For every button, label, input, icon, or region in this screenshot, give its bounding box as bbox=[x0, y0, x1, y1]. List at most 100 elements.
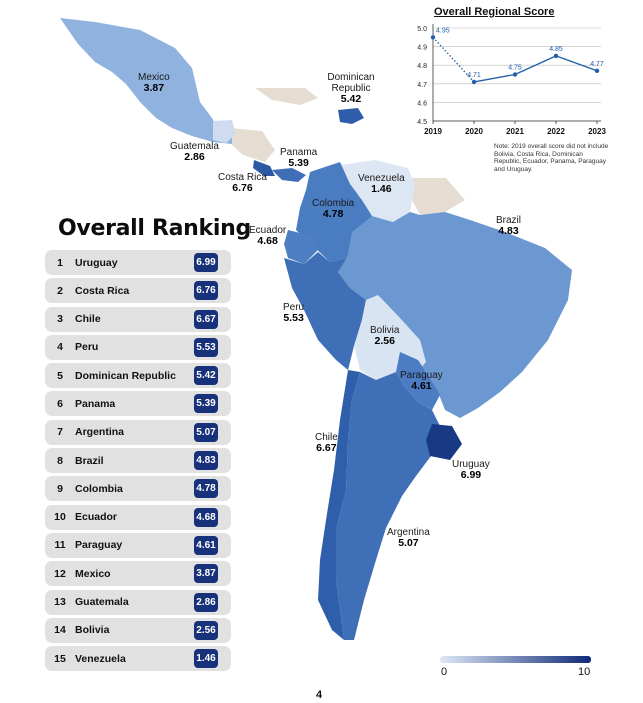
label-colombia: Colombia 4.78 bbox=[312, 198, 355, 220]
rank-number: 13 bbox=[54, 596, 66, 609]
ranking-row: 12 Mexico 3.87 bbox=[45, 561, 231, 587]
data-label: 4.77 bbox=[590, 61, 604, 68]
series-line-segment bbox=[473, 73, 516, 83]
x-tick-label: 2019 bbox=[424, 127, 442, 136]
rank-score-badge: 6.76 bbox=[194, 281, 218, 301]
rank-score-badge: 5.53 bbox=[194, 337, 218, 357]
rank-number: 6 bbox=[57, 397, 63, 410]
rank-country: Chile bbox=[75, 313, 101, 326]
ranking-row: 15 Venezuela 1.46 bbox=[45, 646, 231, 672]
data-label: 4.85 bbox=[549, 46, 563, 53]
label-bolivia: Bolivia 2.56 bbox=[370, 325, 400, 347]
ranking-row: 6 Panama 5.39 bbox=[45, 391, 231, 417]
data-label: 4.95 bbox=[436, 27, 450, 34]
label-venezuela: Venezuela 1.46 bbox=[358, 173, 405, 195]
rank-country: Peru bbox=[75, 341, 99, 354]
rank-country: Bolivia bbox=[75, 624, 110, 637]
rank-number: 3 bbox=[57, 313, 63, 326]
x-tick-label: 2020 bbox=[465, 127, 483, 136]
rank-country: Panama bbox=[75, 397, 116, 410]
rank-country: Mexico bbox=[75, 567, 111, 580]
x-tick-label: 2021 bbox=[506, 127, 524, 136]
region-grey-guianas bbox=[408, 178, 465, 215]
map-venezuela bbox=[340, 160, 415, 222]
rank-score-badge: 4.83 bbox=[194, 451, 218, 471]
rank-number: 14 bbox=[54, 624, 66, 637]
rank-score-badge: 3.87 bbox=[194, 564, 218, 584]
chart-title: Overall Regional Score bbox=[434, 6, 555, 18]
ranking-row: 10 Ecuador 4.68 bbox=[45, 504, 231, 530]
legend-min-label: 0 bbox=[441, 666, 448, 678]
ranking-row: 4 Peru 5.53 bbox=[45, 334, 231, 360]
rank-score-badge: 5.39 bbox=[194, 394, 218, 414]
series-line-segment bbox=[514, 55, 557, 76]
label-paraguay: Paraguay 4.61 bbox=[400, 370, 443, 392]
label-mexico: Mexico 3.87 bbox=[138, 72, 170, 94]
map-uruguay bbox=[426, 424, 462, 460]
y-tick-label: 5.0 bbox=[417, 26, 427, 33]
rank-country: Argentina bbox=[75, 426, 125, 439]
ranking-row: 11 Paraguay 4.61 bbox=[45, 532, 231, 558]
data-point bbox=[471, 79, 477, 85]
ranking-list: 1 Uruguay 6.99 2 Costa Rica 6.76 3 Chile 6.67 4 Pe… bbox=[45, 250, 231, 674]
series-line-segment bbox=[555, 55, 598, 72]
rank-country: Costa Rica bbox=[75, 284, 130, 297]
ranking-row: 2 Costa Rica 6.76 bbox=[45, 278, 231, 304]
map-costa-rica bbox=[253, 160, 275, 176]
rank-score-badge: 4.78 bbox=[194, 479, 218, 499]
map-paraguay bbox=[396, 352, 440, 410]
x-tick-label: 2022 bbox=[547, 127, 565, 136]
rank-score-badge: 5.42 bbox=[194, 366, 218, 386]
ranking-row: 9 Colombia 4.78 bbox=[45, 476, 231, 502]
rank-country: Paraguay bbox=[75, 539, 123, 552]
legend-max-label: 10 bbox=[578, 666, 591, 678]
label-ecuador: Ecuador 4.68 bbox=[249, 225, 287, 247]
map-mexico bbox=[60, 18, 232, 144]
ranking-row: 14 Bolivia 2.56 bbox=[45, 617, 231, 643]
rank-number: 4 bbox=[57, 341, 63, 354]
rank-score-badge: 4.68 bbox=[194, 507, 218, 527]
rank-score-badge: 2.86 bbox=[194, 592, 218, 612]
label-dominican-republic: Dominican Republic 5.42 bbox=[327, 72, 375, 105]
rank-country: Uruguay bbox=[75, 256, 118, 269]
x-tick-label: 2023 bbox=[588, 127, 606, 136]
rank-country: Venezuela bbox=[75, 652, 126, 665]
rank-score-badge: 1.46 bbox=[194, 649, 218, 669]
y-tick-label: 4.9 bbox=[417, 45, 427, 52]
rank-score-badge: 2.56 bbox=[194, 620, 218, 640]
label-panama: Panama 5.39 bbox=[280, 147, 318, 169]
rank-country: Colombia bbox=[75, 482, 123, 495]
rank-number: 8 bbox=[57, 454, 63, 467]
rank-number: 5 bbox=[57, 369, 63, 382]
label-argentina: Argentina 5.07 bbox=[387, 527, 430, 549]
rank-number: 12 bbox=[54, 567, 66, 580]
y-tick-label: 4.6 bbox=[417, 100, 427, 107]
data-point bbox=[553, 53, 559, 59]
rank-number: 15 bbox=[54, 652, 66, 665]
ranking-row: 1 Uruguay 6.99 bbox=[45, 250, 231, 275]
data-point bbox=[512, 72, 518, 77]
label-brazil: Brazil 4.83 bbox=[496, 215, 522, 237]
rank-number: 9 bbox=[57, 482, 63, 495]
label-peru: Peru 5.53 bbox=[283, 302, 305, 324]
rank-country: Ecuador bbox=[75, 511, 118, 524]
rank-country: Dominican Republic bbox=[75, 369, 176, 382]
data-point bbox=[594, 68, 600, 73]
region-grey-caribbean-west bbox=[255, 88, 318, 105]
map-dominican-republic bbox=[338, 108, 364, 124]
ranking-row: 3 Chile 6.67 bbox=[45, 306, 231, 332]
rank-country: Guatemala bbox=[75, 596, 129, 609]
ranking-row: 8 Brazil 4.83 bbox=[45, 448, 231, 474]
map-panama bbox=[272, 168, 306, 182]
rank-number: 1 bbox=[57, 256, 63, 269]
map-chile bbox=[318, 370, 360, 640]
ranking-row: 5 Dominican Republic 5.42 bbox=[45, 363, 231, 389]
rank-score-badge: 6.99 bbox=[194, 253, 218, 272]
legend-gradient-bar bbox=[440, 656, 591, 663]
rank-number: 11 bbox=[54, 539, 66, 552]
y-tick-label: 4.7 bbox=[417, 82, 427, 89]
map-brazil bbox=[338, 212, 572, 418]
label-uruguay: Uruguay 6.99 bbox=[452, 459, 490, 481]
rank-score-badge: 5.07 bbox=[194, 422, 218, 442]
